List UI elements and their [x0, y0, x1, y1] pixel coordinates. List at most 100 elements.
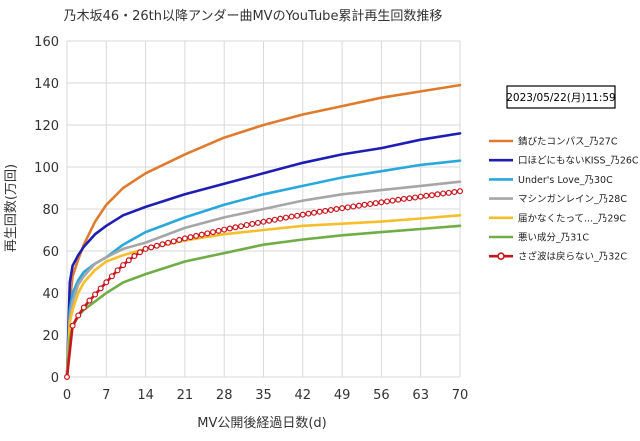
y-tick-label: 40	[42, 287, 59, 302]
series-marker	[114, 267, 121, 274]
series-marker	[209, 229, 216, 236]
y-tick-label: 80	[42, 203, 59, 218]
series-marker	[148, 244, 155, 251]
series-marker	[434, 191, 441, 198]
series-marker	[243, 221, 250, 228]
legend-label: 口ほどにもないKISS_乃26C	[518, 156, 639, 167]
series-marker	[249, 220, 256, 227]
series-marker	[187, 234, 194, 241]
series-marker	[322, 207, 329, 214]
series-marker	[176, 236, 183, 243]
series-marker	[254, 219, 261, 226]
legend-label: 悪い成分_乃31C	[518, 232, 589, 244]
series-marker	[389, 197, 396, 204]
series-marker	[412, 194, 419, 201]
timestamp-box: 2023/05/22(月)11:59	[506, 85, 616, 109]
series-marker	[221, 226, 228, 233]
series-line-4	[65, 180, 462, 379]
series-marker	[108, 273, 115, 280]
x-tick-label: 42	[295, 388, 312, 403]
legend-label: 届かなくたって..._乃29C	[518, 213, 626, 224]
series-marker	[378, 199, 385, 206]
y-axis-label: 再生回数(万回)	[4, 164, 19, 252]
series-marker	[355, 202, 362, 209]
legend-label: 錆びたコンパス_乃27C	[518, 136, 618, 148]
series-marker	[193, 232, 200, 239]
series-marker	[75, 312, 82, 319]
timestamp-text: 2023/05/22(月)11:59	[506, 92, 615, 104]
x-axis-ticks: 0 7 14 21 28 35 42 49 56 63 70	[63, 388, 468, 403]
legend: 錆びたコンパス_乃27C 口ほどにもないKISS_乃26C Under's Love…	[489, 136, 639, 263]
x-axis-label: MV公開後経過日数(d)	[197, 416, 327, 431]
series-marker	[260, 218, 267, 225]
y-tick-label: 140	[34, 77, 59, 92]
series-marker	[80, 304, 87, 311]
x-tick-label: 49	[334, 388, 351, 403]
series-marker	[406, 195, 413, 202]
x-tick-label: 21	[177, 388, 194, 403]
series-marker	[159, 241, 166, 248]
series-marker	[181, 235, 188, 242]
legend-marker	[497, 252, 505, 261]
series-marker	[226, 225, 233, 232]
series-line-2	[65, 132, 462, 379]
timestamp-frame	[506, 85, 616, 109]
series-marker	[294, 212, 301, 219]
series-marker	[350, 203, 357, 210]
legend-label: さざ波は戻らない_乃32C	[518, 251, 627, 263]
series-marker	[142, 245, 149, 252]
x-tick-label: 7	[102, 388, 110, 403]
series-marker	[445, 189, 452, 196]
series-marker	[120, 262, 127, 269]
series-marker	[277, 215, 284, 222]
legend-label: マシンガンレイン_乃28C	[518, 194, 627, 205]
series-marker	[339, 205, 346, 212]
x-tick-label: 63	[412, 388, 429, 403]
grid	[66, 40, 461, 378]
series-marker	[198, 231, 205, 238]
x-tick-label: 14	[137, 388, 154, 403]
series-marker	[344, 204, 351, 211]
series-marker	[63, 374, 70, 381]
series-marker	[165, 239, 172, 246]
y-axis-ticks: 0 20 40 60 80 100 120 140 160	[34, 35, 59, 386]
series-marker	[400, 195, 407, 202]
y-tick-label: 160	[34, 35, 59, 50]
series-line-1	[65, 83, 462, 379]
series-marker	[232, 224, 239, 231]
y-tick-label: 100	[34, 161, 59, 176]
series-marker	[153, 242, 160, 249]
series-marker	[170, 238, 177, 245]
series-line-3	[65, 159, 462, 379]
x-tick-label: 0	[63, 388, 71, 403]
y-tick-label: 120	[34, 119, 59, 134]
series-marker	[97, 285, 104, 292]
series-marker	[266, 217, 273, 224]
series-marker	[384, 198, 391, 205]
series-marker	[69, 322, 76, 329]
y-tick-label: 60	[42, 245, 59, 260]
series-marker	[327, 207, 334, 214]
series-marker	[372, 200, 379, 207]
series-marker	[299, 211, 306, 218]
series-marker	[288, 213, 295, 220]
series-marker	[316, 208, 323, 215]
series-marker	[86, 297, 93, 304]
series-marker	[451, 188, 458, 195]
y-tick-label: 0	[51, 371, 59, 386]
series-lines	[63, 83, 464, 381]
chart-title: 乃木坂46・26th以降アンダー曲MVのYouTube累計再生回数推移	[64, 8, 443, 24]
y-tick-label: 20	[42, 329, 59, 344]
series-marker	[103, 279, 110, 286]
series-marker	[457, 188, 464, 195]
series-marker	[282, 214, 289, 221]
series-marker	[311, 209, 318, 216]
series-marker	[395, 196, 402, 203]
series-marker	[440, 190, 447, 197]
series-marker	[423, 192, 430, 199]
series-marker	[271, 216, 278, 223]
x-tick-label: 28	[216, 388, 233, 403]
series-marker	[361, 201, 368, 208]
series-marker	[92, 291, 99, 298]
